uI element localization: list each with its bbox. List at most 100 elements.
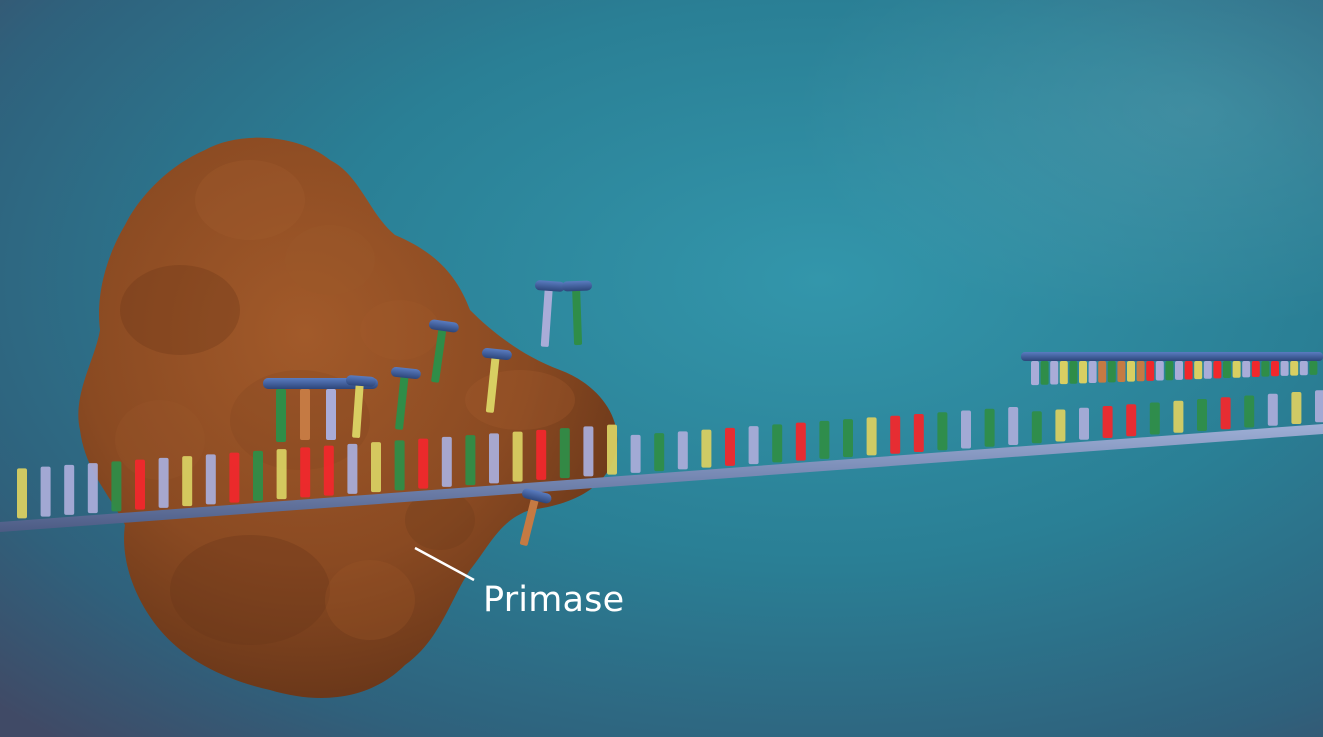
template-base — [1079, 407, 1089, 440]
nucleotide-sugar — [428, 319, 459, 333]
free-nucleotide — [481, 347, 512, 413]
template-base — [1102, 405, 1113, 438]
double-strand-region — [1021, 352, 1323, 386]
nucleotide-sugar — [562, 280, 593, 292]
duplex-upper-base — [1040, 361, 1049, 385]
template-base — [64, 464, 75, 515]
template-base — [465, 435, 476, 486]
template-base — [111, 461, 122, 512]
primase-label-text: Primase — [483, 580, 624, 620]
template-base — [1173, 400, 1184, 433]
template-base — [1220, 397, 1231, 430]
duplex-upper-base — [1069, 361, 1078, 384]
template-base — [205, 454, 216, 505]
template-base — [158, 457, 169, 508]
nucleotide-base — [572, 288, 583, 346]
template-base — [441, 436, 452, 487]
nucleotide-base — [431, 328, 447, 383]
duplex-upper-base — [1184, 361, 1193, 380]
duplex-upper-base — [1031, 361, 1039, 386]
template-base — [843, 419, 853, 458]
nucleotide-sugar — [522, 488, 552, 504]
template-base — [17, 468, 27, 519]
primer-base — [276, 389, 286, 442]
template-base — [819, 420, 830, 459]
template-base — [1315, 390, 1323, 423]
template-base — [300, 447, 311, 498]
template-base — [583, 426, 594, 477]
free-nucleotide — [534, 280, 565, 347]
duplex-upper-base — [1309, 361, 1318, 375]
free-nucleotide — [428, 319, 459, 383]
free-nucleotide — [345, 375, 376, 438]
primer-base — [300, 389, 310, 440]
duplex-upper-base — [1079, 361, 1087, 384]
duplex-upper-base — [1280, 361, 1289, 376]
free-nucleotide — [390, 366, 421, 430]
primer-base — [326, 389, 336, 440]
nucleotide-sugar — [390, 366, 421, 380]
template-base — [536, 429, 547, 480]
template-base — [772, 424, 783, 463]
template-base — [347, 443, 358, 494]
duplex-upper-base — [1175, 361, 1183, 380]
nucleotide-base — [395, 375, 409, 430]
template-base — [182, 456, 193, 507]
template-base — [135, 459, 145, 510]
free-nucleotide — [519, 488, 552, 546]
template-base — [725, 427, 735, 466]
template-base — [1267, 393, 1278, 426]
duplex-upper-base — [1127, 361, 1135, 382]
duplex-upper-base — [1213, 361, 1222, 379]
template-base — [253, 450, 263, 501]
template-strand — [0, 390, 1323, 532]
template-base — [748, 426, 759, 465]
template-base — [1149, 402, 1160, 435]
duplex-upper-base — [1261, 361, 1270, 377]
duplex-upper-base — [1203, 361, 1212, 379]
duplex-upper-base — [1088, 361, 1097, 384]
template-base — [913, 413, 924, 452]
template-base — [1055, 409, 1066, 442]
duplex-upper-base — [1223, 361, 1231, 379]
duplex-upper-base — [1059, 361, 1068, 385]
duplex-upper-base — [1290, 361, 1299, 376]
nucleotide-base — [519, 498, 539, 546]
template-base — [1126, 404, 1137, 437]
duplex-upper-base — [1194, 361, 1203, 380]
free-nucleotide — [562, 280, 593, 346]
template-base — [984, 408, 995, 447]
template-base — [1197, 398, 1207, 431]
template-base — [418, 438, 429, 489]
template-base — [937, 412, 948, 451]
duplex-upper-base — [1242, 361, 1251, 378]
template-base — [323, 445, 334, 496]
template-base — [630, 434, 641, 473]
template-backbone — [0, 424, 1323, 532]
template-base — [866, 417, 877, 456]
primase-protein — [78, 137, 618, 698]
nucleotide-sugar — [534, 280, 565, 292]
template-base — [276, 449, 287, 500]
template-base — [1244, 395, 1255, 428]
template-base — [559, 428, 570, 479]
template-base — [229, 452, 240, 503]
duplex-upper-base — [1155, 361, 1164, 381]
template-base — [394, 440, 405, 491]
duplex-upper-base — [1050, 361, 1059, 385]
duplex-upper-base — [1117, 361, 1126, 382]
free-nucleotides — [345, 280, 593, 546]
duplex-upper-base — [1098, 361, 1107, 383]
template-base — [87, 463, 98, 514]
primase-label: Primase — [414, 546, 624, 620]
template-base — [1031, 411, 1042, 444]
nucleotide-base — [540, 288, 553, 347]
template-base — [795, 422, 806, 461]
duplex-upper-base — [1107, 361, 1116, 383]
duplex-upper-base — [1299, 361, 1308, 376]
duplex-upper-base — [1146, 361, 1155, 381]
nucleotide-sugar — [345, 375, 376, 387]
label-pointer-line — [414, 546, 475, 582]
